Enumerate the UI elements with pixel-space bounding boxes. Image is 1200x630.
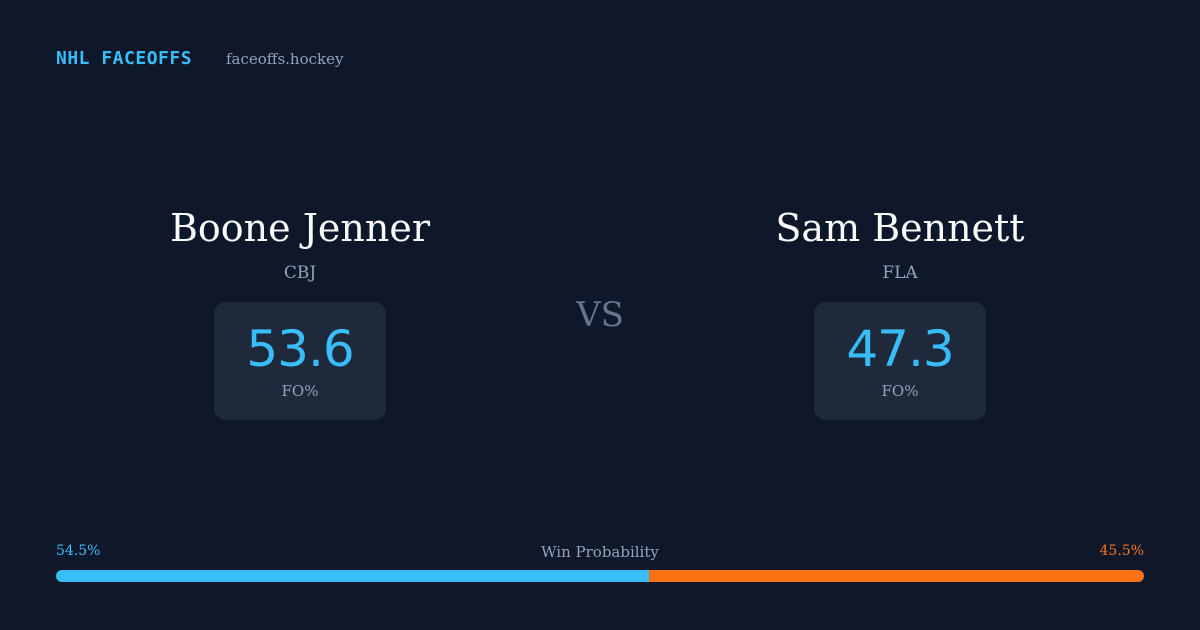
fo-label: FO% (281, 382, 319, 400)
site: faceoffs.hockey (226, 50, 344, 68)
stat-box: 47.3 FO% (814, 302, 986, 420)
vs: VS (576, 295, 624, 335)
stat-box: 53.6 FO% (214, 302, 386, 420)
win-prob-bar (56, 570, 1144, 582)
fo-value: 47.3 (846, 320, 954, 378)
fo-label: FO% (881, 382, 919, 400)
player-name: Boone Jenner (169, 206, 431, 250)
home-bar (56, 570, 649, 582)
player-name: Sam Bennett (775, 206, 1025, 250)
team: CBJ (283, 263, 317, 283)
team: FLA (882, 263, 918, 283)
home-prob-label: 54.5% (56, 543, 101, 559)
away-bar (648, 570, 1144, 582)
fo-value: 53.6 (246, 320, 354, 378)
away-prob-label: 45.5% (1099, 543, 1144, 559)
brand: NHL FACEOFFS (56, 48, 193, 69)
win-prob-title: Win Probability (541, 543, 659, 561)
